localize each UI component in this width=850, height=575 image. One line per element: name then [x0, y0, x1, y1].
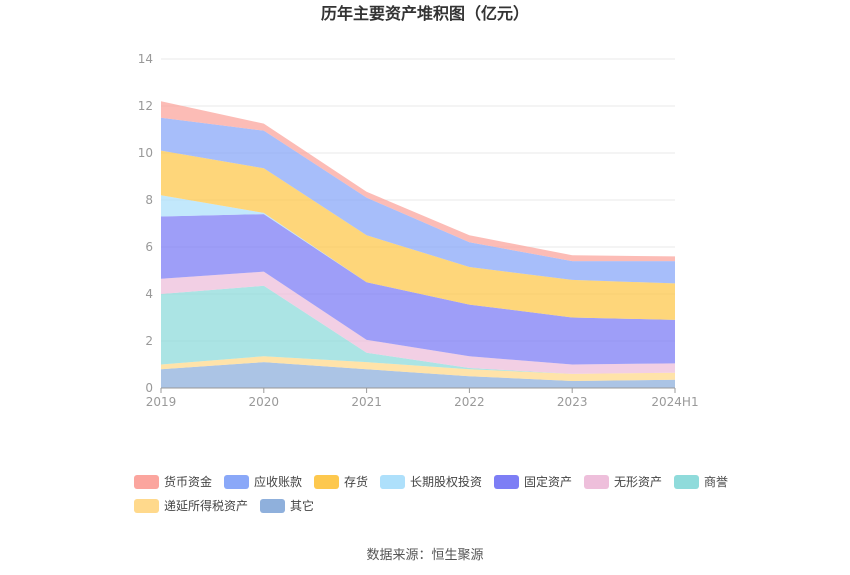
- area-e5ad98e8b4a7: [161, 150, 675, 320]
- y-tick-label: 0: [145, 381, 153, 395]
- x-tick-label: 2022: [454, 395, 485, 409]
- data-source: 数据来源：恒生聚源: [366, 548, 483, 563]
- legend-item-e585b6e5ae83[interactable]: 其它: [260, 498, 314, 513]
- y-tick-label: 12: [138, 99, 153, 113]
- chart-title: 历年主要资产堆积图（亿元）: [321, 4, 529, 23]
- area-e98092e5bbb6e68980e5be97e7a88ee8b584e4baa7: [161, 356, 675, 381]
- area-e59586e8aa89: [161, 285, 675, 374]
- legend-label: 存货: [344, 474, 368, 489]
- y-axis-labels: 0 2 4 6 8 10 12 14: [138, 52, 153, 395]
- x-tick-label: 2024H1: [651, 395, 698, 409]
- x-tick-label: 2019: [146, 395, 177, 409]
- x-tick-label: 2020: [249, 395, 280, 409]
- legend-swatch: [584, 475, 610, 489]
- legend-label: 长期股权投资: [410, 474, 482, 489]
- x-tick-label: 2021: [351, 395, 382, 409]
- area-e697a0e5bda2e8b584e4baa7: [161, 271, 675, 374]
- area-e585b6e5ae83: [161, 362, 675, 388]
- legend-item-e8b4a7e5b881e8b584e98791[interactable]: 货币资金: [134, 474, 212, 489]
- legend-label: 应收账款: [254, 474, 302, 489]
- y-tick-label: 2: [145, 334, 153, 348]
- x-axis: [160, 387, 676, 393]
- y-tick-label: 10: [138, 146, 153, 160]
- legend-item-e697a0e5bda2e8b584e4baa7[interactable]: 无形资产: [584, 475, 662, 489]
- legend-swatch: [260, 499, 286, 513]
- legend-swatch: [494, 475, 520, 489]
- legend-swatch: [224, 475, 250, 489]
- area-e59bbae5ae9ae8b584e4baa7: [161, 214, 675, 365]
- legend-item-e5ba94e694b6e8b4a6e6acbe[interactable]: 应收账款: [224, 474, 302, 489]
- legend-item-e59586e8aa89[interactable]: 商誉: [674, 474, 728, 489]
- y-tick-label: 8: [145, 193, 153, 207]
- legend-swatch: [380, 475, 406, 489]
- legend-item-e995bfe69c9fe882a1e69d83e68a95e8b584[interactable]: 长期股权投资: [380, 474, 482, 489]
- area-e5ba94e694b6e8b4a6e6acbe: [161, 117, 675, 284]
- y-tick-label: 6: [145, 240, 153, 254]
- legend-label: 无形资产: [614, 475, 662, 489]
- legend-label: 固定资产: [524, 474, 572, 489]
- legend-label: 货币资金: [164, 474, 212, 489]
- legend-label: 其它: [290, 498, 314, 513]
- legend-label: 递延所得税资产: [164, 498, 248, 513]
- y-tick-label: 4: [145, 287, 153, 301]
- area-e995bfe69c9fe882a1e69d83e68a95e8b584: [161, 195, 675, 320]
- legend-label: 商誉: [704, 474, 728, 489]
- legend-item-e98092e5bbb6e68980e5be97e7a88ee8b584e4baa7[interactable]: 递延所得税资产: [134, 498, 248, 513]
- y-tick-label: 14: [138, 52, 153, 66]
- area-series: [161, 101, 675, 388]
- legend-item-e59bbae5ae9ae8b584e4baa7[interactable]: 固定资产: [494, 474, 572, 489]
- legend-swatch: [134, 475, 159, 489]
- legend-swatch: [674, 475, 700, 489]
- area-e8b4a7e5b881e8b584e98791: [161, 101, 675, 262]
- x-axis-labels: 2019 2020 2021 2022 2023 2024H1: [146, 395, 699, 409]
- legend-item-e5ad98e8b4a7[interactable]: 存货: [314, 474, 368, 489]
- legend-swatch: [134, 499, 159, 513]
- legend-swatch: [314, 475, 340, 489]
- x-tick-label: 2023: [557, 395, 588, 409]
